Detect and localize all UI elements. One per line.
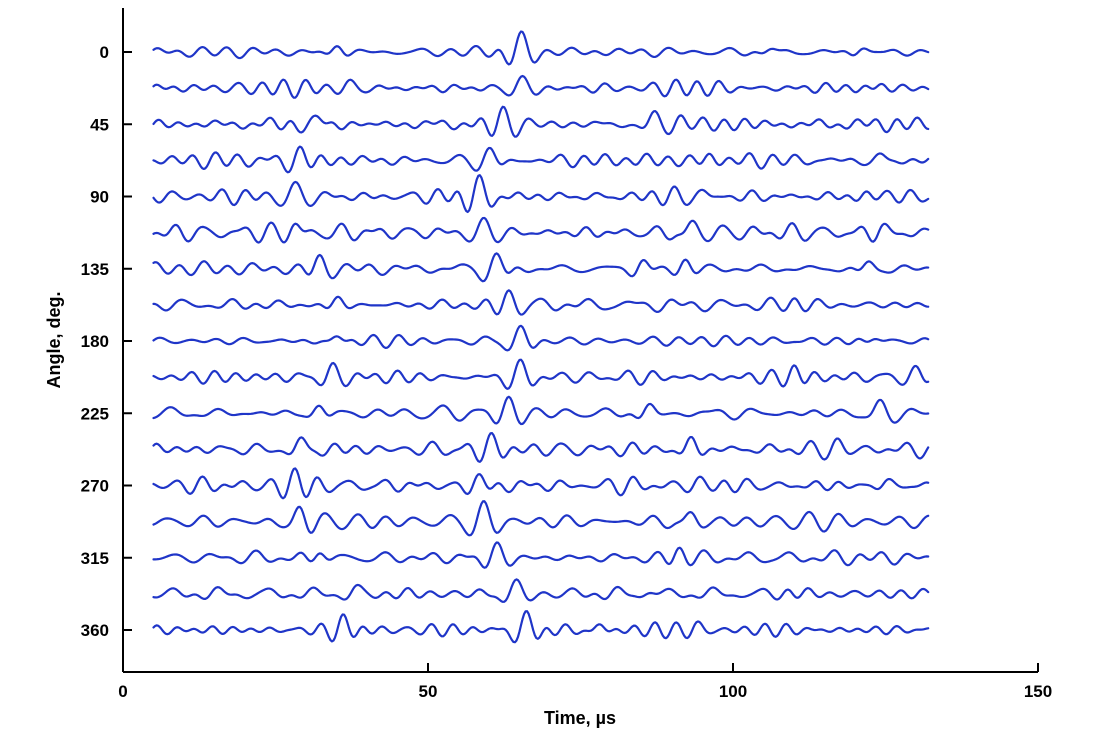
trace-angle-157-5 — [152, 289, 930, 316]
waveform-traces — [152, 30, 930, 644]
x-tick-label: 150 — [1024, 682, 1052, 701]
x-tick-label: 0 — [118, 682, 127, 701]
x-tick-label: 100 — [719, 682, 747, 701]
trace-angle-67-5 — [152, 145, 930, 174]
trace-angle-22-5 — [152, 74, 930, 99]
trace-angle-292-5 — [152, 500, 930, 537]
trace-angle-247-5 — [152, 432, 930, 463]
trace-angle-315 — [152, 541, 930, 569]
trace-angle-202-5 — [152, 358, 930, 390]
trace-angle-180 — [152, 324, 930, 352]
y-tick-label: 270 — [81, 477, 109, 496]
trace-angle-0 — [152, 30, 930, 66]
y-tick-label: 360 — [81, 621, 109, 640]
x-axis-title: Time, µs — [544, 708, 616, 728]
x-axis-ticks: 0 50 100 150 — [118, 663, 1052, 701]
y-tick-label: 0 — [100, 43, 109, 62]
y-axis-ticks: 0 45 90 135 180 225 270 315 360 — [81, 43, 132, 640]
trace-angle-45 — [152, 105, 930, 138]
y-tick-label: 315 — [81, 549, 109, 568]
y-tick-label: 90 — [90, 188, 109, 207]
trace-angle-270 — [152, 467, 930, 500]
trace-angle-112-5 — [152, 216, 930, 244]
y-tick-label: 135 — [81, 260, 109, 279]
x-tick-label: 50 — [419, 682, 438, 701]
y-tick-label: 180 — [81, 332, 109, 351]
trace-angle-90 — [152, 174, 930, 214]
y-axis-title: Angle, deg. — [44, 291, 64, 388]
y-tick-label: 225 — [81, 404, 109, 423]
trace-angle-360 — [152, 610, 930, 644]
y-tick-label: 45 — [90, 115, 109, 134]
trace-angle-337-5 — [152, 578, 930, 603]
trace-angle-135 — [152, 252, 930, 283]
trace-angle-225 — [152, 395, 930, 426]
